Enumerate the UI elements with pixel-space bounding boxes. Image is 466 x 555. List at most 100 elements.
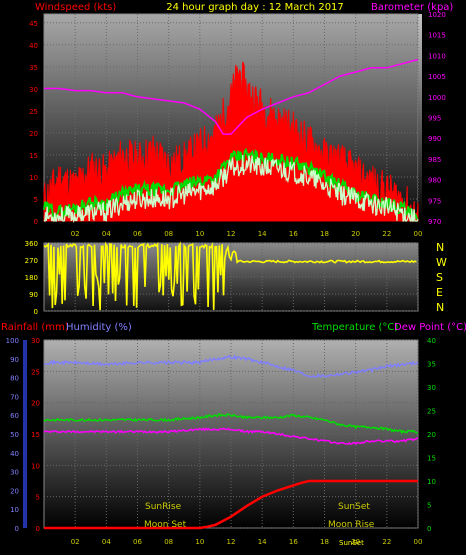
- hour-tick-label: 16: [289, 230, 298, 238]
- humidity-tick-label: 70: [10, 393, 19, 401]
- direction-series: [43, 241, 417, 311]
- hour-tick-label: 14: [258, 538, 267, 546]
- rainfall-series: [44, 479, 418, 530]
- rainfall-tick-label: 10: [31, 462, 40, 470]
- humidity-tick-label: 0: [15, 525, 19, 533]
- average-wind-series: [43, 154, 419, 224]
- barometer-tick-label: 975: [428, 197, 441, 205]
- hour-tick-label: 08: [164, 230, 173, 238]
- windspeed-tick-label: 15: [29, 152, 38, 160]
- windspeed-tick-label: 5: [34, 196, 38, 204]
- temperature-tick-label: 0: [427, 525, 431, 533]
- temperature-axis-label: Temperature (°C): [311, 322, 398, 333]
- hour-tick-label: 12: [227, 230, 236, 238]
- hour-tick-label: 10: [195, 230, 204, 238]
- bottom-panel-grid: [44, 339, 419, 529]
- rainfall-tick-label: 25: [31, 368, 40, 376]
- moonrise-annotation: Moon Rise: [328, 520, 375, 530]
- barometer-tick-label: 990: [428, 135, 441, 143]
- hour-tick-label: 02: [71, 538, 80, 546]
- hour-tick-label: 00: [414, 230, 423, 238]
- windspeed-axis-label: Windspeed (kts): [35, 2, 116, 13]
- moonset-annotation: Moon Set: [144, 520, 187, 530]
- hour-tick-label: 04: [102, 538, 111, 546]
- direction-tick-label: 180: [25, 274, 38, 282]
- wind-hour-ticks: 02 04 06 08 10 12 14 16 18 20 22 00: [71, 230, 423, 238]
- windspeed-tick-label: 45: [29, 20, 38, 28]
- compass-letter: N: [436, 241, 444, 254]
- humidity-tick-label: 60: [10, 412, 19, 420]
- direction-degree-ticks: 0 90 180 270 360: [25, 240, 38, 316]
- temperature-tick-label: 20: [427, 431, 436, 439]
- humidity-tick-label: 20: [10, 487, 19, 495]
- windspeed-tick-label: 20: [29, 130, 38, 138]
- bottom-series: [43, 354, 419, 530]
- hour-tick-label: 00: [414, 538, 423, 546]
- barometer-tick-label: 1000: [428, 94, 446, 102]
- hour-tick-label: 10: [195, 538, 204, 546]
- humidity-tick-label: 80: [10, 375, 19, 383]
- rainfall-axis-label: Rainfall (mm): [1, 322, 69, 333]
- direction-tick-label: 270: [25, 257, 38, 265]
- windspeed-series: [43, 61, 419, 223]
- sunset-annotation: SunSet: [338, 502, 370, 512]
- hour-tick-label: 18: [320, 230, 329, 238]
- barometer-scale-bar: [418, 14, 422, 221]
- bottom-left-scale-bar: [23, 340, 27, 528]
- barometer-ticks: 970 975 980 985 990 995 1000 1005 1010 1015 1020: [428, 11, 446, 226]
- barometer-tick-label: 985: [428, 156, 441, 164]
- sunrise-annotation: SunRise: [145, 502, 182, 512]
- hour-tick-label: 06: [133, 538, 142, 546]
- rainfall-tick-label: 30: [31, 337, 40, 345]
- humidity-tick-label: 30: [10, 469, 19, 477]
- wind-series: [43, 58, 419, 224]
- chart-title: 24 hour graph day : 12 March 2017: [166, 2, 344, 13]
- hour-tick-label: 22: [382, 538, 391, 546]
- rainfall-tick-label: 15: [31, 431, 40, 439]
- rainfall-tick-label: 20: [31, 400, 40, 408]
- hour-tick-label: 12: [227, 538, 236, 546]
- hour-tick-label: 08: [164, 538, 173, 546]
- barometer-tick-label: 1015: [428, 32, 446, 40]
- temperature-tick-label: 30: [427, 384, 436, 392]
- barometer-series: [44, 58, 419, 135]
- compass-letter: S: [436, 271, 443, 284]
- direction-tick-label: 90: [29, 291, 38, 299]
- windspeed-tick-label: 25: [29, 108, 38, 116]
- compass-letter: N: [436, 301, 444, 314]
- windspeed-tick-label: 10: [29, 174, 38, 182]
- temperature-tick-label: 5: [427, 502, 431, 510]
- windspeed-tick-label: 0: [34, 218, 38, 226]
- hour-tick-label: 14: [258, 230, 267, 238]
- humidity-axis-label: Humidity (%): [66, 322, 132, 333]
- barometer-tick-label: 1020: [428, 11, 446, 19]
- barometer-tick-label: 1005: [428, 73, 446, 81]
- temperature-tick-label: 35: [427, 361, 436, 369]
- direction-tick-label: 0: [34, 308, 38, 316]
- hour-tick-label: 16: [289, 538, 298, 546]
- hour-tick-label: 20: [351, 538, 360, 546]
- hour-tick-label: 06: [133, 230, 142, 238]
- humidity-tick-label: 10: [10, 506, 19, 514]
- rainfall-tick-label: 5: [36, 494, 40, 502]
- compass-letter: E: [436, 286, 443, 299]
- temperature-ticks: 0 5 10 15 20 25 30 35 40: [427, 337, 436, 533]
- humidity-tick-label: 90: [10, 356, 19, 364]
- temperature-tick-label: 15: [427, 455, 436, 463]
- compass-letter: W: [436, 256, 447, 269]
- temperature-tick-label: 25: [427, 408, 436, 416]
- humidity-tick-label: 100: [6, 337, 19, 345]
- windspeed-tick-label: 35: [29, 64, 38, 72]
- wind-direction-series: [43, 241, 417, 311]
- humidity-tick-label: 40: [10, 450, 19, 458]
- hour-tick-label: 18: [320, 538, 329, 546]
- humidity-tick-label: 50: [10, 431, 19, 439]
- dewpoint-series: [43, 427, 419, 446]
- direction-tick-label: 360: [25, 240, 38, 248]
- bottom-hour-ticks: 02 04 06 08 10 12 14 16 18 20 22 00: [71, 538, 423, 546]
- windspeed-ticks: 0 5 10 15 20 25 30 35 40 45: [29, 20, 38, 226]
- barometer-tick-label: 970: [428, 218, 441, 226]
- humidity-series: [44, 354, 419, 379]
